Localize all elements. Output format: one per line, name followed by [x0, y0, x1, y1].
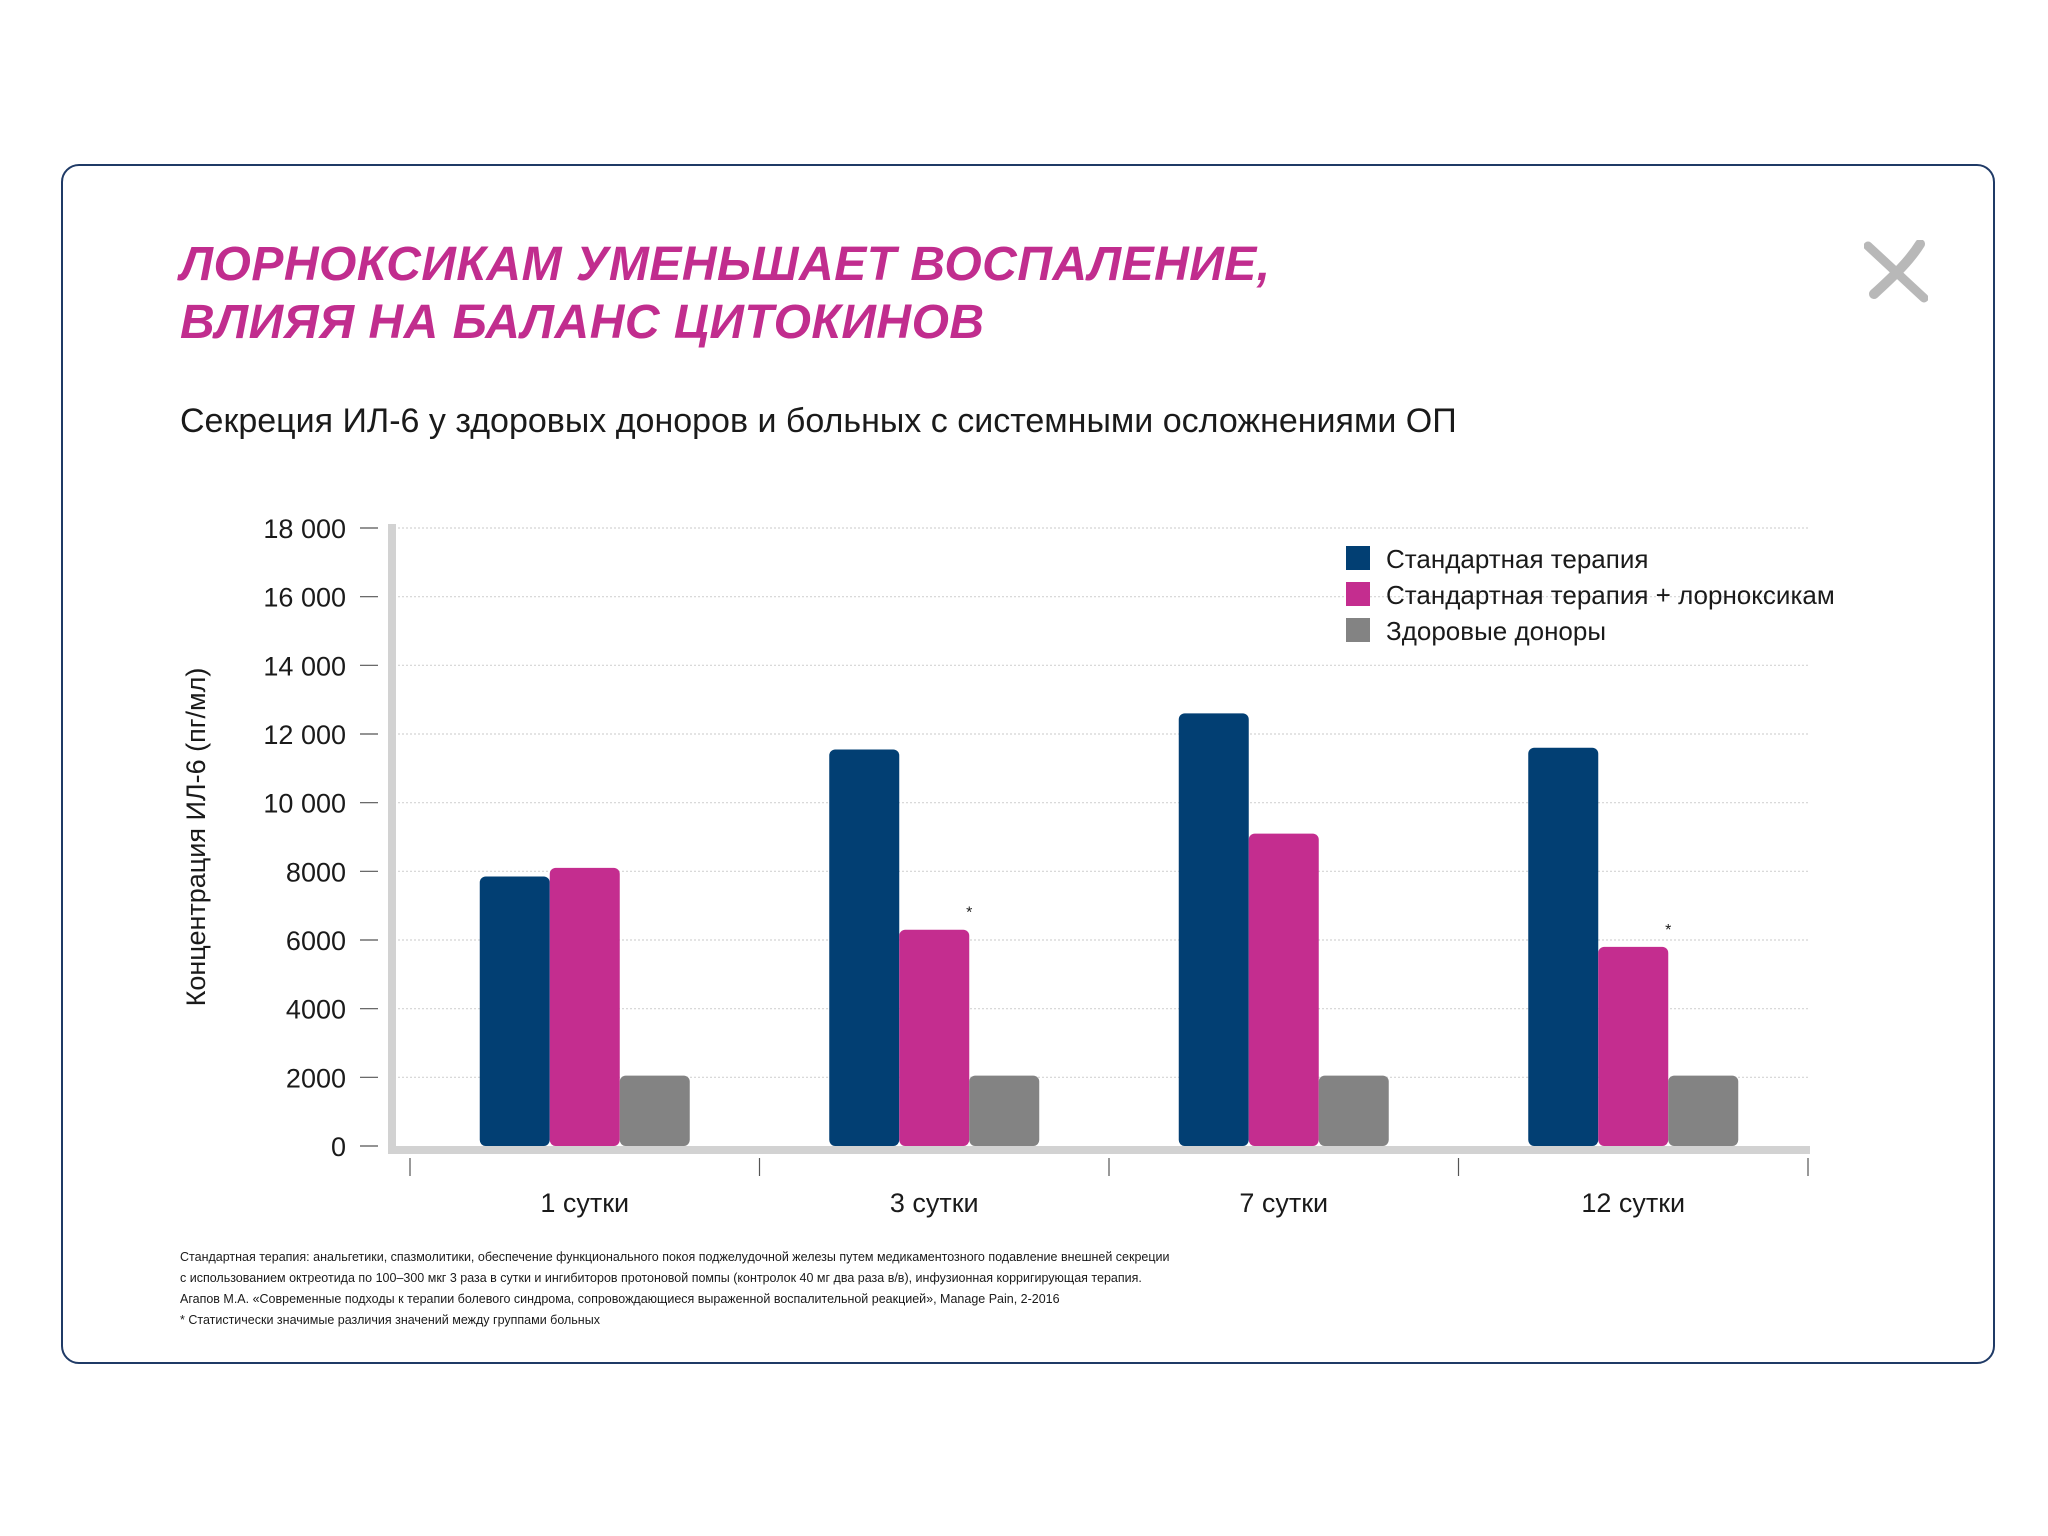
- y-tick-label: 18 000: [263, 514, 346, 544]
- significance-marker: *: [966, 905, 972, 922]
- headline: ЛОРНОКСИКАМ УМЕНЬШАЕТ ВОСПАЛЕНИЕ, ВЛИЯЯ …: [180, 236, 1271, 352]
- legend-label: Стандартная терапия + лорноксикам: [1386, 580, 1835, 610]
- headline-line-1: ЛОРНОКСИКАМ УМЕНЬШАЕТ ВОСПАЛЕНИЕ,: [180, 238, 1271, 291]
- footnote-line: Агапов М.А. «Современные подходы к терап…: [180, 1292, 1060, 1306]
- close-icon[interactable]: [1864, 240, 1928, 304]
- slide-card: [61, 164, 1995, 1364]
- legend-swatch: [1346, 582, 1370, 606]
- bar: [969, 1075, 1040, 1146]
- footnotes: Стандартная терапия: анальгетики, спазмо…: [180, 1247, 1380, 1331]
- legend-swatch: [1346, 618, 1370, 642]
- y-tick-label: 14 000: [263, 651, 346, 681]
- bar: [1318, 1075, 1389, 1146]
- legend-swatch: [1346, 546, 1370, 570]
- bar: [1668, 1075, 1739, 1146]
- bar: [829, 749, 900, 1146]
- y-tick-label: 8000: [286, 857, 346, 887]
- y-tick-label: 6000: [286, 926, 346, 956]
- bar: [1598, 946, 1669, 1146]
- bar: [1248, 833, 1319, 1146]
- x-tick-label: 7 сутки: [1239, 1188, 1328, 1218]
- x-tick-label: 3 сутки: [890, 1188, 979, 1218]
- bar: [899, 929, 970, 1146]
- bar: [479, 876, 550, 1146]
- bar: [1528, 747, 1599, 1146]
- y-axis-line: [388, 524, 396, 1154]
- y-tick-label: 0: [331, 1132, 346, 1162]
- y-tick-label: 4000: [286, 995, 346, 1025]
- y-tick-label: 12 000: [263, 720, 346, 750]
- y-axis-label: Концентрация ИЛ-6 (пг/мл): [181, 668, 211, 1007]
- legend-label: Здоровые доноры: [1386, 616, 1606, 646]
- x-axis-line: [388, 1146, 1810, 1154]
- headline-line-2: ВЛИЯЯ НА БАЛАНС ЦИТОКИНОВ: [180, 296, 985, 349]
- y-tick-label: 16 000: [263, 583, 346, 613]
- legend-label: Стандартная терапия: [1386, 544, 1648, 574]
- footnote-line: Стандартная терапия: анальгетики, спазмо…: [180, 1250, 1170, 1264]
- y-tick-label: 2000: [286, 1063, 346, 1093]
- x-tick-label: 1 сутки: [540, 1188, 629, 1218]
- x-tick-label: 12 сутки: [1581, 1188, 1685, 1218]
- bar: [549, 867, 620, 1146]
- y-tick-label: 10 000: [263, 789, 346, 819]
- footnote-line: * Статистически значимые различия значен…: [180, 1313, 600, 1327]
- chart-subtitle: Секреция ИЛ-6 у здоровых доноров и больн…: [180, 402, 1457, 440]
- bar: [1178, 713, 1249, 1146]
- bar: [619, 1075, 690, 1146]
- significance-marker: *: [1665, 922, 1671, 939]
- footnote-line: с использованием октреотида по 100–300 м…: [180, 1271, 1142, 1285]
